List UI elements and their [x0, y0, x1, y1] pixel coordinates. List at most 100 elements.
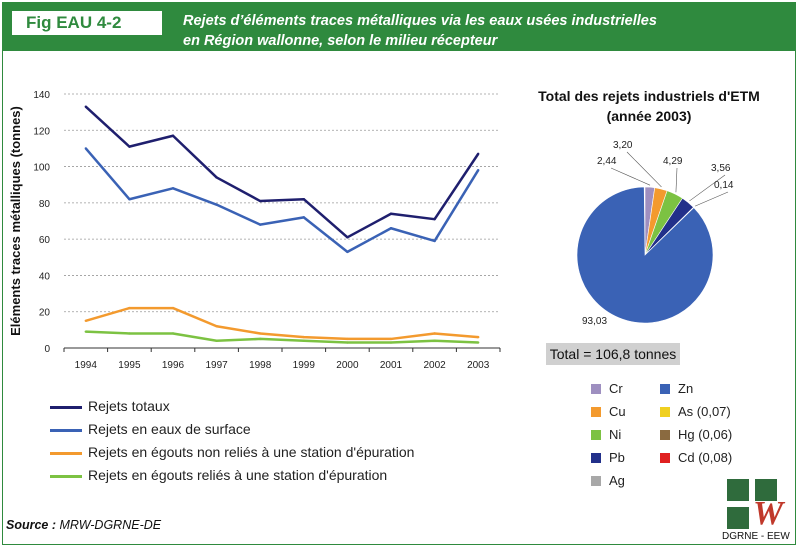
pie-legend-swatch	[591, 407, 601, 417]
data-point	[433, 239, 436, 243]
pie-legend-label: Hg (0,06)	[678, 427, 733, 442]
data-point	[171, 134, 175, 137]
x-tick-label: 1994	[75, 360, 98, 371]
data-point	[477, 335, 480, 339]
pie-slice-zn	[576, 186, 714, 324]
pie-value-label: 3,56	[711, 163, 731, 174]
logo-w-mark: W	[753, 495, 784, 532]
data-point	[389, 212, 393, 215]
pie-leader-line	[675, 167, 678, 193]
header-bar: Fig EAU 4-2 Rejets d’éléments traces mét…	[3, 3, 795, 51]
data-point	[389, 227, 393, 230]
x-tick-label: 2002	[423, 360, 446, 371]
pie-legend-label: As (0,07)	[678, 404, 731, 419]
data-point	[171, 187, 175, 190]
data-point	[302, 198, 305, 201]
x-tick-label: 1999	[293, 360, 316, 371]
x-tick-label: 2003	[467, 360, 490, 371]
source-text: MRW-DGRNE-DE	[56, 518, 162, 532]
pie-value-label: 0,14	[714, 180, 734, 191]
data-point	[84, 105, 88, 108]
data-point	[259, 199, 262, 203]
data-point	[302, 339, 305, 342]
pie-legend-label: Zn	[678, 381, 694, 396]
y-tick-label: 140	[33, 90, 50, 101]
data-point	[346, 337, 349, 341]
pie-value-label: 4,29	[663, 156, 683, 167]
data-point	[84, 330, 88, 333]
data-point	[477, 169, 480, 172]
dgrne-logo: W	[727, 479, 789, 532]
pie-legend-swatch	[591, 384, 601, 394]
figure-title: Rejets d’éléments traces métalliques via…	[183, 11, 657, 51]
series-line-1	[84, 105, 480, 239]
data-point	[302, 216, 305, 219]
y-tick-label: 0	[44, 344, 50, 355]
data-point	[128, 198, 131, 201]
source-label: Source :	[6, 518, 57, 532]
data-point	[433, 217, 436, 221]
data-point	[259, 223, 262, 226]
y-tick-label: 100	[33, 163, 50, 174]
source-note: Source : MRW-DGRNE-DE	[6, 518, 161, 532]
pie-legend-swatch	[660, 453, 670, 463]
data-point	[346, 250, 349, 254]
x-tick-label: 1997	[205, 360, 228, 371]
legend-swatch	[50, 429, 82, 432]
x-tick-label: 1995	[118, 360, 141, 371]
data-point	[389, 337, 393, 341]
data-point	[84, 147, 88, 150]
data-point	[128, 306, 131, 310]
data-point	[259, 332, 262, 335]
pie-leader-line	[626, 151, 662, 188]
pie-title-line-2: (année 2003)	[606, 108, 692, 124]
pie-legend-swatch	[591, 476, 601, 486]
pie-leader-line	[610, 167, 651, 186]
pie-value-label: 2,44	[597, 156, 617, 167]
data-point	[128, 145, 131, 148]
data-point	[171, 306, 175, 310]
pie-legend-label: Cd (0,08)	[678, 450, 733, 465]
pie-legend-label: Ni	[609, 427, 622, 442]
legend-swatch	[50, 475, 82, 478]
pie-legend-label: Pb	[609, 450, 625, 465]
data-point	[215, 176, 218, 179]
x-tick-label: 2000	[336, 360, 359, 371]
figure-label: Fig EAU 4-2	[12, 11, 162, 35]
legend-label: Rejets totaux	[88, 398, 170, 414]
y-tick-label: 80	[39, 199, 51, 210]
data-point	[346, 236, 349, 239]
data-point	[171, 332, 175, 335]
y-tick-label: 40	[39, 271, 51, 282]
data-point	[302, 335, 305, 339]
series-line-2	[84, 147, 480, 254]
legend-label: Rejets en eaux de surface	[88, 421, 251, 437]
x-tick-label: 2001	[380, 360, 403, 371]
data-point	[259, 337, 262, 341]
pie-legend-swatch	[591, 453, 601, 463]
logo-square	[727, 507, 749, 529]
pie-legend-swatch	[660, 384, 670, 394]
pie-legend-swatch	[591, 430, 601, 440]
x-tick-label: 1998	[249, 360, 272, 371]
legend-swatch	[50, 452, 82, 455]
y-axis-label: Eléments traces métalliques (tonnes)	[8, 106, 23, 336]
series-line-3	[85, 306, 479, 341]
data-point	[84, 319, 88, 322]
series-line-4	[85, 330, 479, 344]
logo-square	[727, 479, 749, 501]
data-point	[477, 152, 480, 156]
pie-chart-title: Total des rejets industriels d'ETM (anné…	[520, 86, 778, 126]
legend-label: Rejets en égouts reliés à une station d'…	[88, 467, 388, 483]
data-point	[433, 339, 436, 342]
data-point	[215, 325, 218, 328]
pie-legend-label: Cr	[609, 381, 623, 396]
logo-square	[755, 507, 777, 529]
data-point	[346, 341, 349, 344]
pie-legend-swatch	[660, 430, 670, 440]
pie-legend-label: Cu	[609, 404, 626, 419]
title-line-1: Rejets d’éléments traces métalliques via…	[183, 13, 657, 29]
